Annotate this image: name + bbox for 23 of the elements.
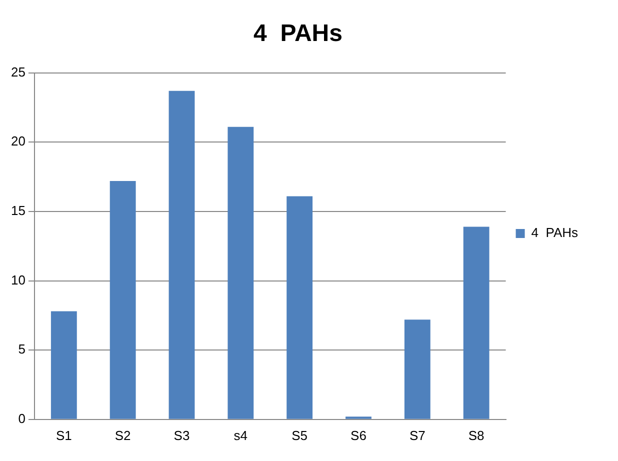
- y-tick-label: 10: [10, 272, 26, 288]
- legend-label: 4 PAHs: [531, 225, 578, 240]
- y-tick-label: 0: [18, 410, 26, 426]
- y-tick-label: 25: [10, 64, 26, 80]
- bar: [110, 180, 136, 419]
- bar: [168, 90, 195, 419]
- x-tick-label: S5: [292, 428, 308, 443]
- y-tick-label: 5: [18, 342, 26, 357]
- bar: [50, 311, 77, 419]
- x-tick-label: S1: [56, 428, 72, 443]
- y-tick-label: 15: [10, 203, 26, 218]
- x-tick-label: s4: [234, 428, 248, 443]
- x-tick-label: S2: [114, 428, 131, 443]
- y-tick-label: 20: [10, 134, 26, 149]
- bar: [404, 320, 430, 419]
- x-tick-label: S8: [468, 428, 484, 443]
- x-tick-label: S3: [174, 428, 190, 443]
- chart-title: 4 PAHs: [254, 20, 342, 48]
- x-tick-label: S6: [350, 428, 366, 443]
- bar: [463, 226, 490, 419]
- x-tick-label: S7: [409, 428, 426, 443]
- bar: [286, 196, 313, 419]
- bar: [228, 126, 254, 419]
